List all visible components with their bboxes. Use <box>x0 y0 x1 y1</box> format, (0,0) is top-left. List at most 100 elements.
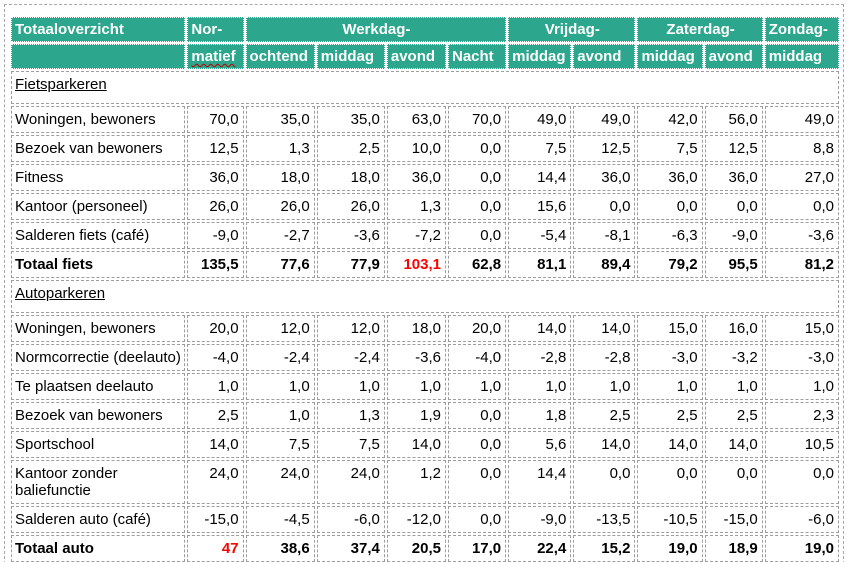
value-cell: 0,0 <box>637 193 703 220</box>
col-group-normatief: Nor- <box>187 17 244 42</box>
value-cell: -7,2 <box>386 222 446 249</box>
table-header: Totaaloverzicht Nor- Werkdag- Vrijdag- Z… <box>11 17 839 69</box>
value-cell: 36,0 <box>187 164 244 191</box>
value-cell: 77,6 <box>245 251 315 278</box>
value-cell: 12,5 <box>704 135 763 162</box>
row-label: Woningen, bewoners <box>11 106 186 133</box>
value-cell: 95,5 <box>704 251 763 278</box>
value-cell: 56,0 <box>704 106 763 133</box>
value-cell: 12,0 <box>316 315 385 342</box>
row-label: Kantoor (personeel) <box>11 193 186 220</box>
value-cell: 1,9 <box>386 402 446 429</box>
value-cell: -3,2 <box>704 344 763 371</box>
value-cell: 1,0 <box>187 373 244 400</box>
value-cell: 0,0 <box>448 506 507 533</box>
value-cell: 17,0 <box>448 535 507 562</box>
value-cell: -3,0 <box>764 344 839 371</box>
value-cell: -6,0 <box>316 506 385 533</box>
value-cell: -5,4 <box>508 222 572 249</box>
value-cell: -3,6 <box>386 344 446 371</box>
value-cell: 81,2 <box>764 251 839 278</box>
value-cell: 36,0 <box>386 164 446 191</box>
value-cell: 63,0 <box>386 106 446 133</box>
value-cell: 35,0 <box>316 106 385 133</box>
value-cell: 0,0 <box>764 460 839 504</box>
row-label: Totaal fiets <box>11 251 186 278</box>
section-heading-cell: Fietsparkeren <box>11 71 839 104</box>
row-label: Bezoek van bewoners <box>11 402 186 429</box>
row-label: Salderen auto (café) <box>11 506 186 533</box>
value-cell: 14,4 <box>508 460 572 504</box>
value-cell: 0,0 <box>448 460 507 504</box>
table-row: Totaal auto 47 38,6 37,4 20,5 17,0 22,4 15,2 19,… <box>11 535 839 562</box>
subheader-werkdag-avond: avond <box>386 44 446 69</box>
value-cell: 79,2 <box>637 251 703 278</box>
value-cell: 22,4 <box>508 535 572 562</box>
value-cell: 103,1 <box>386 251 446 278</box>
value-cell: -13,5 <box>573 506 636 533</box>
value-cell: 1,0 <box>764 373 839 400</box>
value-cell: 1,0 <box>508 373 572 400</box>
row-label: Kantoor zonder baliefunctie <box>11 460 186 504</box>
row-label: Bezoek van bewoners <box>11 135 186 162</box>
table-row: Bezoek van bewoners 12,5 1,3 2,5 10,0 0,0 7,5 1… <box>11 135 839 162</box>
value-cell: 0,0 <box>704 193 763 220</box>
table-body: Fietsparkeren Woningen, bewoners 70,0 35,0 3… <box>11 71 839 562</box>
value-cell: 62,8 <box>448 251 507 278</box>
value-cell: 14,0 <box>508 315 572 342</box>
value-cell: 0,0 <box>573 193 636 220</box>
value-cell: 0,0 <box>573 460 636 504</box>
value-cell: 1,3 <box>245 135 315 162</box>
subheader-normatief: matief <box>187 44 244 69</box>
row-label: Normcorrectie (deelauto) <box>11 344 186 371</box>
value-cell: 1,0 <box>573 373 636 400</box>
value-cell: -9,0 <box>508 506 572 533</box>
value-cell: 7,5 <box>637 135 703 162</box>
value-cell: 36,0 <box>573 164 636 191</box>
value-cell: -2,8 <box>508 344 572 371</box>
value-cell: 7,5 <box>316 431 385 458</box>
value-cell: 1,2 <box>386 460 446 504</box>
section-row: Fietsparkeren <box>11 71 839 104</box>
value-cell: -6,3 <box>637 222 703 249</box>
subheader-zaterdag-avond: avond <box>704 44 763 69</box>
value-cell: 10,5 <box>764 431 839 458</box>
value-cell: 1,0 <box>245 402 315 429</box>
table-row: Kantoor zonder baliefunctie 24,0 24,0 24,0 1… <box>11 460 839 504</box>
value-cell: 12,5 <box>573 135 636 162</box>
value-cell: 49,0 <box>508 106 572 133</box>
table-row: Bezoek van bewoners 2,5 1,0 1,3 1,9 0,0 1,8 2,5… <box>11 402 839 429</box>
value-cell: -4,0 <box>448 344 507 371</box>
value-cell: 8,8 <box>764 135 839 162</box>
value-cell: 135,5 <box>187 251 244 278</box>
value-cell: 70,0 <box>187 106 244 133</box>
subheader-werkdag-ochtend: ochtend <box>245 44 315 69</box>
table-row: Totaal fiets 135,5 77,6 77,9 103,1 62,8 81,1 89… <box>11 251 839 278</box>
value-cell: 0,0 <box>764 193 839 220</box>
value-cell: -10,5 <box>637 506 703 533</box>
empty-header-cell <box>11 44 186 69</box>
value-cell: 19,0 <box>764 535 839 562</box>
value-cell: 12,5 <box>187 135 244 162</box>
value-cell: 1,0 <box>245 373 315 400</box>
table-row: Woningen, bewoners 70,0 35,0 35,0 63,0 70,0 49… <box>11 106 839 133</box>
table-title-cell: Totaaloverzicht <box>11 17 186 42</box>
section-heading-label: Autoparkeren <box>15 285 106 302</box>
value-cell: 14,4 <box>508 164 572 191</box>
value-cell: 15,0 <box>764 315 839 342</box>
value-cell: -3,6 <box>764 222 839 249</box>
value-cell: 70,0 <box>448 106 507 133</box>
subheader-zondag-middag: middag <box>764 44 839 69</box>
value-cell: 0,0 <box>637 460 703 504</box>
value-cell: 0,0 <box>448 431 507 458</box>
value-cell: 5,6 <box>508 431 572 458</box>
value-cell: 0,0 <box>448 135 507 162</box>
col-group-zondag: Zondag- <box>764 17 839 42</box>
value-cell: -2,4 <box>316 344 385 371</box>
value-cell: 1,0 <box>386 373 446 400</box>
value-cell: -3,0 <box>637 344 703 371</box>
subheader-zaterdag-middag: middag <box>637 44 703 69</box>
value-cell: 15,6 <box>508 193 572 220</box>
value-cell: -15,0 <box>187 506 244 533</box>
